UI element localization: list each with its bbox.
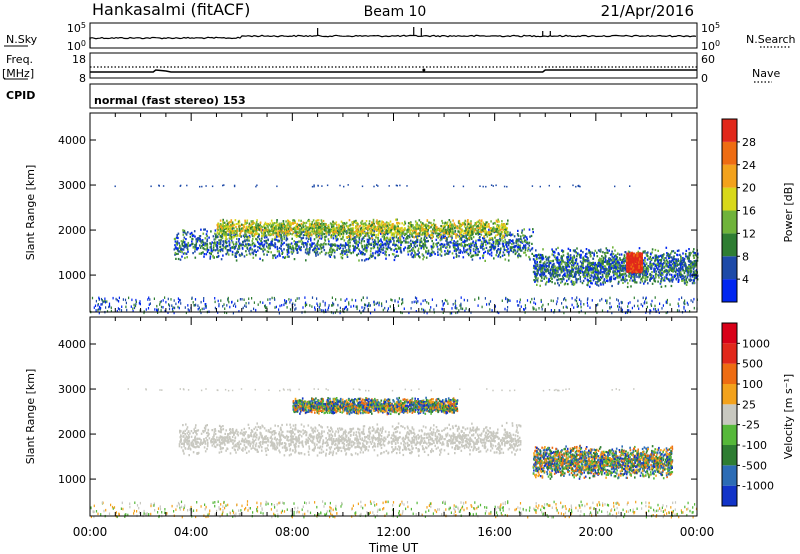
colorbar-segment bbox=[722, 187, 737, 211]
nave-label: Nave bbox=[752, 67, 780, 80]
y-tick-label: 4000 bbox=[58, 338, 86, 351]
x-tick-label: 04:00 bbox=[174, 525, 209, 539]
colorbar-tick-label: 100 bbox=[742, 378, 763, 391]
nsky-tick-bottom: 100 bbox=[67, 39, 86, 53]
station-title: Hankasalmi (fitACF) bbox=[92, 0, 250, 19]
colorbar-segment bbox=[722, 404, 737, 425]
nsearch-label: N.Search bbox=[746, 33, 796, 46]
y-tick-label: 1000 bbox=[58, 269, 86, 282]
x-tick-label: 08:00 bbox=[275, 525, 310, 539]
x-tick-label: 16:00 bbox=[477, 525, 512, 539]
nsky-tick-top: 105 bbox=[67, 21, 86, 35]
cpid-text: normal (fast stereo) 153 bbox=[94, 94, 246, 107]
x-tick-label: 00:00 bbox=[680, 525, 715, 539]
cpid-panel bbox=[89, 83, 698, 109]
colorbar-tick-label: 24 bbox=[742, 159, 756, 172]
colorbar-segment bbox=[722, 233, 737, 257]
freq-panel bbox=[89, 52, 698, 79]
nave-tick-bottom: 0 bbox=[701, 72, 708, 85]
colorbar-label: Velocity [m s⁻¹] bbox=[782, 374, 795, 459]
nsky-tick-top-right: 105 bbox=[701, 21, 720, 35]
colorbar-segment bbox=[722, 210, 737, 234]
nsky-trace bbox=[89, 34, 697, 40]
colorbar-tick-label: 12 bbox=[742, 227, 756, 240]
colorbar-segment bbox=[722, 363, 737, 384]
colorbar-tick-label: 500 bbox=[742, 358, 763, 371]
velocity-panel-data bbox=[90, 388, 698, 519]
y-tick-label: 1000 bbox=[58, 473, 86, 486]
velocity-panel bbox=[89, 316, 698, 517]
freq-trace bbox=[90, 69, 697, 73]
nsky-label: N.Sky bbox=[6, 33, 38, 46]
colorbar-segment bbox=[722, 256, 737, 280]
colorbar-segment bbox=[722, 465, 737, 486]
colorbar-tick-label: 16 bbox=[742, 205, 756, 218]
freq-tick-bottom: 8 bbox=[79, 72, 86, 85]
colorbar-tick-label: 28 bbox=[742, 136, 756, 149]
colorbar-segment bbox=[722, 279, 737, 302]
colorbar-segment bbox=[722, 445, 737, 466]
freq-tick-top: 18 bbox=[72, 53, 86, 66]
colorbar-frame bbox=[721, 322, 738, 507]
colorbar-tick-label: 1000 bbox=[742, 337, 770, 350]
y-tick-label: 2000 bbox=[58, 224, 86, 237]
y-axis-label: Slant Range [km] bbox=[24, 369, 37, 465]
colorbar-tick-label: 8 bbox=[742, 250, 749, 263]
x-tick-label: 20:00 bbox=[579, 525, 614, 539]
cpid-label: CPID bbox=[6, 89, 35, 102]
freq-unit-label: [MHz] bbox=[2, 67, 34, 80]
colorbar-tick-label: 25 bbox=[742, 398, 756, 411]
colorbar-segment bbox=[722, 141, 737, 165]
y-axis-label: Slant Range [km] bbox=[24, 165, 37, 261]
beam-label: Beam 10 bbox=[364, 4, 427, 20]
colorbar-segment bbox=[722, 485, 737, 506]
power-panel-data bbox=[90, 184, 699, 315]
y-tick-label: 3000 bbox=[58, 383, 86, 396]
colorbar-segment bbox=[722, 424, 737, 445]
nave-tick-top: 60 bbox=[701, 53, 715, 66]
colorbar-segment bbox=[722, 119, 737, 142]
y-tick-label: 2000 bbox=[58, 428, 86, 441]
x-axis-label: Time UT bbox=[368, 541, 419, 554]
colorbar-segment bbox=[722, 343, 737, 364]
date-label: 21/Apr/2016 bbox=[601, 2, 694, 20]
colorbar-segment bbox=[722, 323, 737, 344]
y-tick-label: 3000 bbox=[58, 179, 86, 192]
colorbar-tick-label: -100 bbox=[742, 439, 767, 452]
colorbar-label: Power [dB] bbox=[782, 183, 795, 243]
nsky-panel bbox=[89, 22, 698, 49]
y-tick-label: 4000 bbox=[58, 134, 86, 147]
x-tick-label: 12:00 bbox=[376, 525, 411, 539]
colorbar-tick-label: 20 bbox=[742, 182, 756, 195]
colorbar-segment bbox=[722, 384, 737, 405]
x-tick-label: 00:00 bbox=[73, 525, 108, 539]
colorbar-segment bbox=[722, 164, 737, 188]
nsky-tick-bottom-right: 100 bbox=[701, 39, 720, 53]
colorbar-tick-label: -1000 bbox=[742, 480, 774, 493]
colorbar-tick-label: -500 bbox=[742, 459, 767, 472]
colorbar-tick-label: 4 bbox=[742, 273, 749, 286]
colorbar-tick-label: -25 bbox=[742, 419, 760, 432]
freq-label: Freq. bbox=[6, 53, 33, 66]
